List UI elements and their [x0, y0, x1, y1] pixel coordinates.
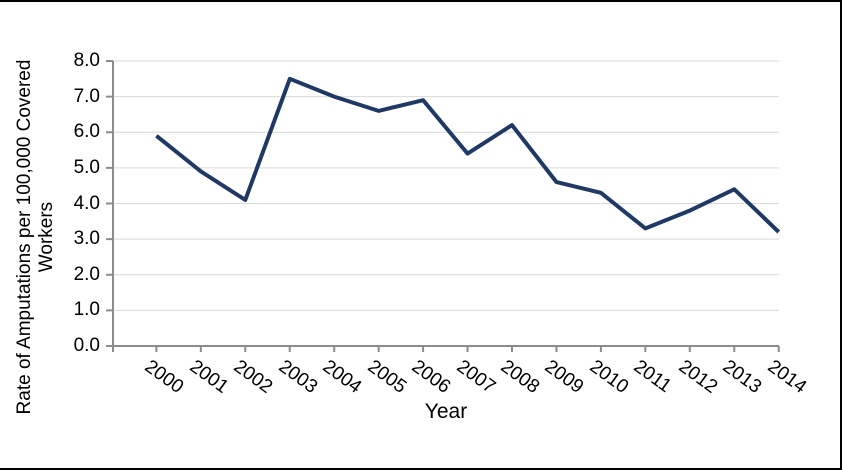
series-line-amputation-rate [155, 76, 781, 234]
gridlines [113, 60, 779, 311]
y-tick-label-8.0: 8.0 [73, 50, 100, 71]
axes-and-ticks [106, 60, 780, 352]
y-tick-label-3.0: 3.0 [73, 228, 100, 250]
y-tick-label-7.0: 7.0 [73, 85, 100, 107]
y-tick-label-5.0: 5.0 [73, 156, 100, 178]
y-tick-label-2.0: 2.0 [73, 263, 100, 285]
y-tick-label-1.0: 1.0 [73, 299, 100, 321]
data-series-line [155, 76, 781, 234]
y-axis-title: Rate of Amputations per 100,000 Covered … [14, 59, 57, 415]
x-axis-title: Year [424, 400, 468, 423]
y-tick-label-4.0: 4.0 [73, 192, 100, 214]
y-tick-label-0.0: 0.0 [73, 335, 100, 356]
y-tick-label-6.0: 6.0 [73, 121, 100, 143]
